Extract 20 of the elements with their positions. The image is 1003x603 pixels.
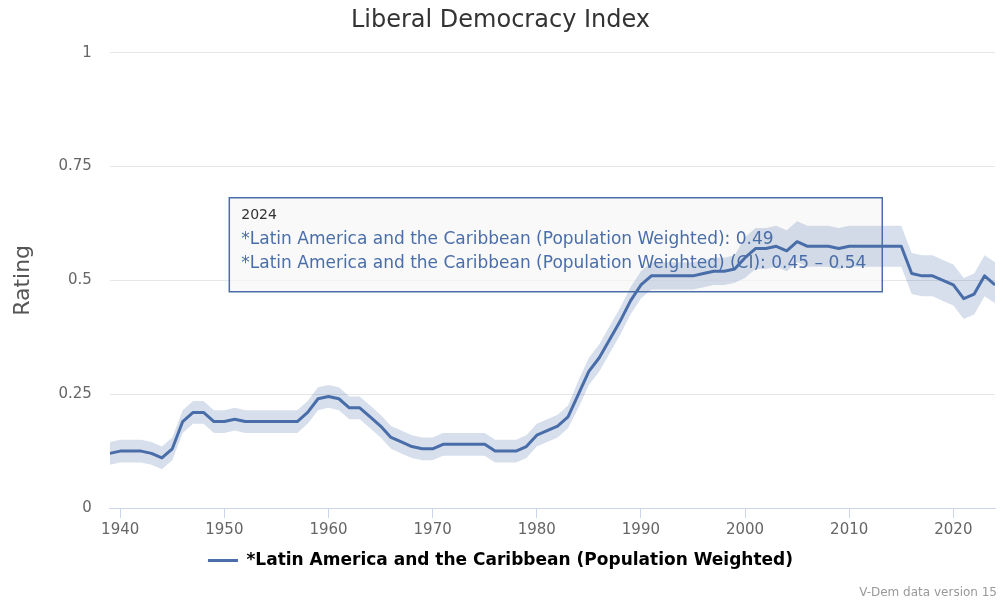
y-tick-label: 0.75	[58, 156, 92, 175]
x-tick-label: 1960	[309, 519, 348, 538]
y-tick-label: 0.5	[67, 270, 92, 289]
x-tick-label: 1990	[621, 519, 661, 538]
chart-title: Liberal Democracy Index	[350, 4, 651, 33]
legend-label: *Latin America and the Caribbean (Population Weighted)	[246, 548, 794, 569]
x-tick-label: 1980	[517, 519, 556, 538]
y-tick-label: 0	[82, 497, 92, 516]
y-tick-label: 1	[82, 42, 92, 61]
text: V-Dem data version 15	[859, 585, 997, 600]
x-tick-label: 1970	[413, 519, 452, 538]
x-tick-label: 1940	[101, 519, 140, 538]
x-tick-label: 2010	[830, 519, 869, 538]
x-tick-label: 2020	[934, 519, 973, 538]
annotation: *Latin America and the Caribbean (Population Weighted): 0.49	[241, 228, 774, 249]
y-axis-title: Rating	[8, 244, 34, 316]
x-tick-label: 2000	[725, 519, 765, 538]
y-tick-label: 0.25	[58, 384, 92, 403]
x-tick-label: 1950	[205, 519, 244, 538]
annotation: 2024	[241, 206, 278, 223]
